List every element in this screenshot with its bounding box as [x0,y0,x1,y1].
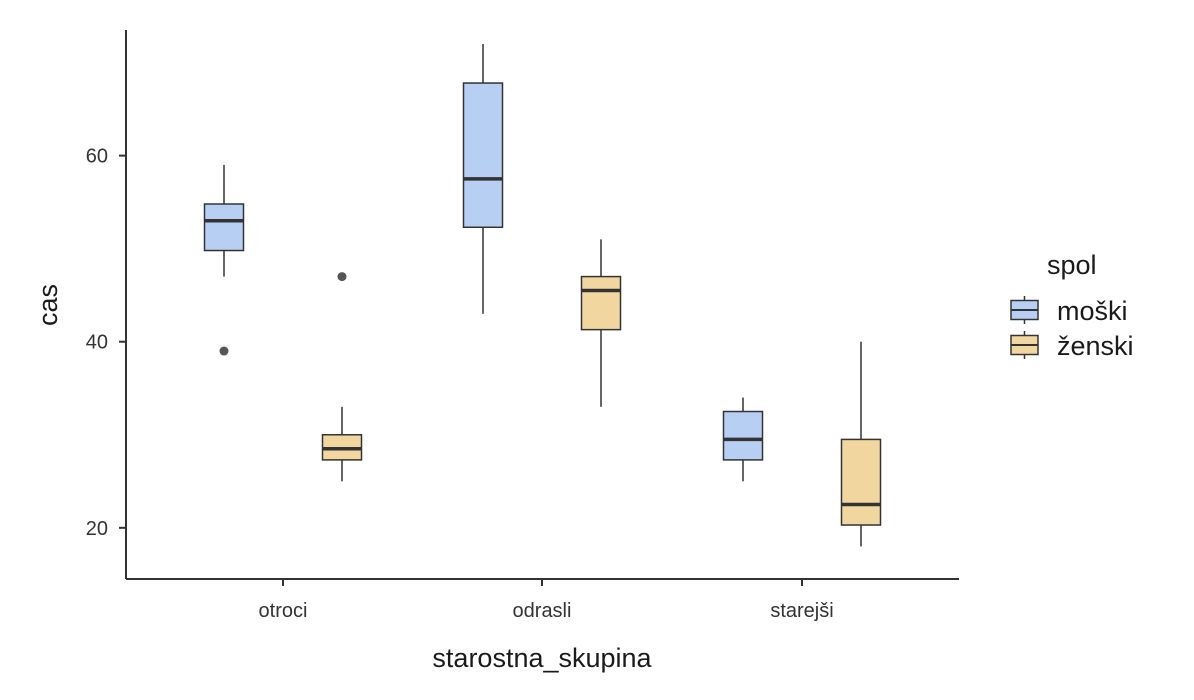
axes: 20 40 60 otroci odrasli starejši [86,30,959,622]
y-tick-label: 20 [86,518,108,540]
y-tick-label: 40 [86,332,108,354]
box-group [580,239,622,407]
plot-area [203,43,882,547]
outlier-point [219,346,229,356]
box [580,275,622,331]
box-group [203,164,245,356]
box [203,203,245,252]
legend-label: ženski [1057,331,1134,361]
legend-item: moški [1010,296,1128,326]
box [840,438,882,526]
box-group [462,43,504,314]
legend-title: spol [1047,250,1097,280]
x-tick-label: starejši [770,600,833,622]
outlier-point [337,272,347,282]
legend-label: moški [1057,296,1128,326]
box [462,82,504,229]
box [722,410,764,461]
legend-item: ženski [1010,331,1134,361]
box-group [840,341,882,547]
x-tick-label: otroci [259,600,308,622]
legend: spol moški ženski [1010,250,1134,361]
x-axis-title: starostna_skupina [432,643,652,673]
box-group [321,272,363,482]
y-axis-title: cas [33,284,63,326]
x-tick-label: odrasli [513,600,572,622]
box-group [722,397,764,482]
y-tick-label: 60 [86,146,108,168]
